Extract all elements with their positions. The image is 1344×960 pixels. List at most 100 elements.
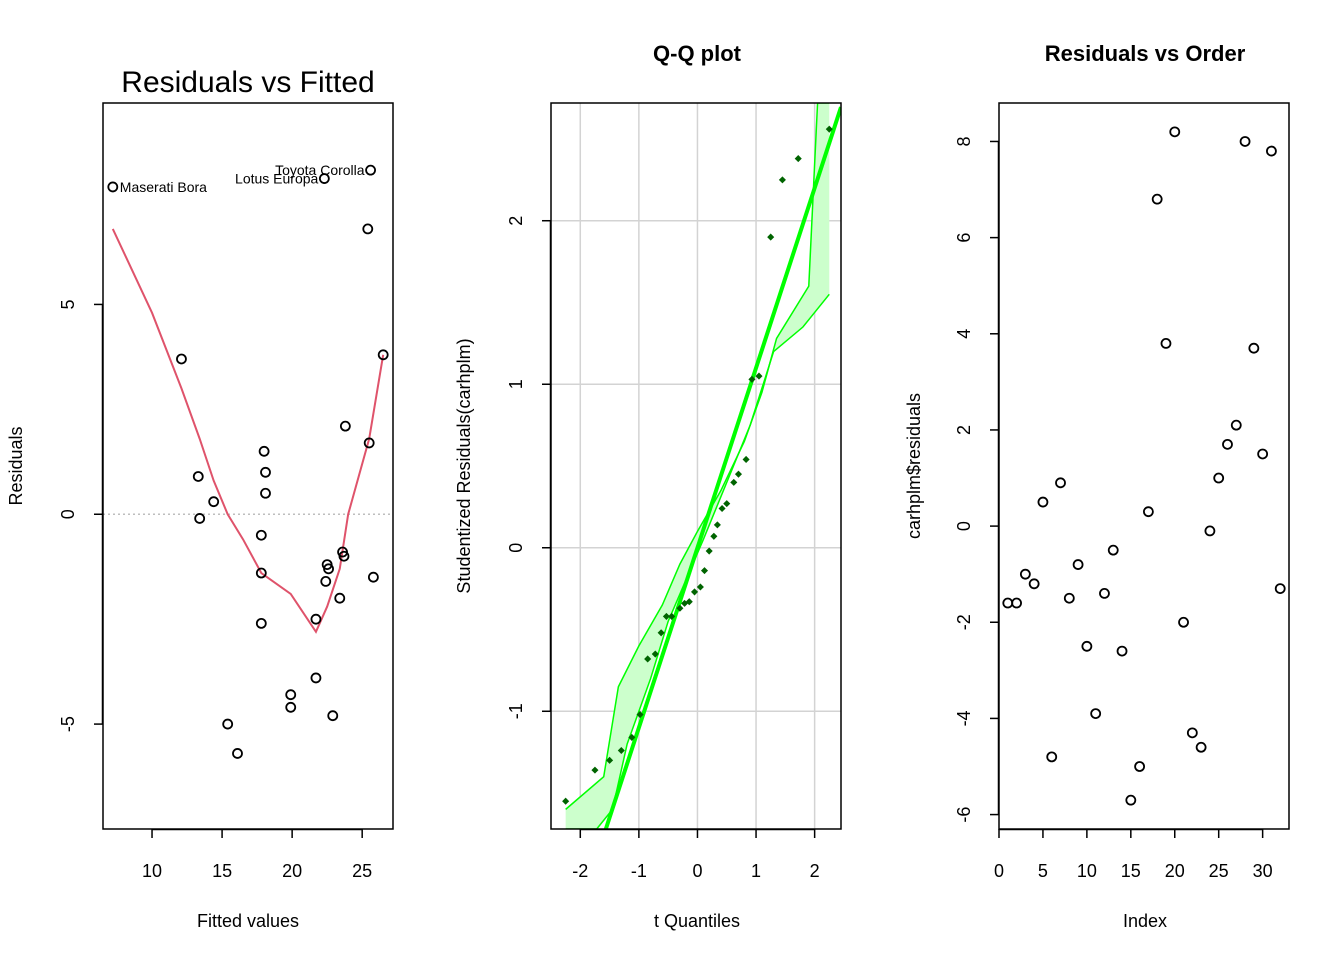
data-point bbox=[705, 547, 713, 555]
panel1-y-axis-label: Residuals bbox=[6, 426, 26, 505]
data-point bbox=[700, 567, 709, 575]
data-point bbox=[710, 532, 718, 540]
data-point bbox=[285, 701, 297, 713]
data-point bbox=[310, 672, 322, 684]
y-tick-label: 2 bbox=[954, 425, 974, 435]
data-point bbox=[778, 176, 786, 184]
y-tick-label: 1 bbox=[506, 379, 526, 389]
data-point bbox=[323, 563, 334, 575]
data-point bbox=[1011, 597, 1022, 609]
data-point bbox=[730, 478, 738, 486]
data-point bbox=[365, 164, 376, 176]
data-point bbox=[1099, 588, 1110, 599]
data-point bbox=[690, 588, 699, 596]
data-point bbox=[192, 471, 204, 482]
x-tick-label: 0 bbox=[994, 861, 1004, 881]
data-point bbox=[1134, 761, 1146, 772]
y-tick-label: 6 bbox=[954, 233, 974, 243]
residuals-vs-order-panel: Residuals vs Order Index carhplm$residua… bbox=[904, 41, 1290, 931]
data-point bbox=[255, 617, 267, 629]
data-point bbox=[734, 470, 743, 478]
x-tick-label: 15 bbox=[1121, 861, 1141, 881]
data-point bbox=[662, 612, 670, 620]
panel3-y-axis-label: carhplm$residuals bbox=[904, 393, 924, 539]
panel1-x-axis-label: Fitted values bbox=[197, 911, 299, 931]
data-point bbox=[748, 375, 756, 383]
data-point bbox=[1222, 438, 1233, 450]
y-tick-label: 4 bbox=[954, 329, 974, 339]
data-point bbox=[285, 689, 297, 701]
data-point bbox=[310, 613, 322, 625]
data-point bbox=[1178, 616, 1189, 628]
y-tick-label: -4 bbox=[954, 710, 974, 726]
x-tick-label: -1 bbox=[631, 861, 647, 881]
data-point bbox=[644, 655, 652, 663]
y-tick-label: -1 bbox=[506, 703, 526, 719]
x-tick-label: 30 bbox=[1253, 861, 1273, 881]
data-point bbox=[255, 529, 267, 541]
data-point bbox=[1274, 583, 1286, 595]
qq-plot-panel: Q-Q plot t Quantiles Studentized Residua… bbox=[454, 41, 842, 931]
x-tick-label: 2 bbox=[810, 861, 820, 881]
data-point bbox=[1090, 708, 1102, 720]
data-point bbox=[176, 353, 187, 365]
point-label: Toyota Corolla bbox=[275, 162, 365, 178]
plot-area bbox=[551, 103, 841, 829]
data-point bbox=[657, 629, 665, 637]
x-tick-label: 25 bbox=[1209, 861, 1229, 881]
data-point bbox=[1169, 126, 1181, 138]
x-tick-label: 15 bbox=[212, 861, 232, 881]
data-point bbox=[1204, 525, 1216, 537]
y-tick-label: 8 bbox=[954, 136, 974, 146]
point-label: Maserati Bora bbox=[120, 179, 207, 195]
data-point bbox=[676, 604, 684, 612]
y-tick-label: -2 bbox=[954, 614, 974, 630]
data-point bbox=[1195, 741, 1207, 753]
data-point bbox=[258, 445, 270, 457]
y-tick-label: 0 bbox=[58, 509, 78, 519]
data-point bbox=[107, 181, 119, 193]
data-point bbox=[1037, 496, 1049, 508]
panel2-x-axis-label: t Quantiles bbox=[654, 911, 740, 931]
data-point bbox=[318, 173, 330, 184]
data-point bbox=[718, 504, 726, 513]
data-point bbox=[1186, 727, 1198, 739]
data-point bbox=[338, 550, 350, 562]
x-tick-label: 1 bbox=[751, 861, 761, 881]
data-point bbox=[794, 155, 802, 163]
data-point bbox=[363, 437, 375, 449]
data-point bbox=[1063, 592, 1075, 604]
data-point bbox=[723, 500, 731, 508]
data-point bbox=[194, 513, 206, 524]
data-point bbox=[651, 650, 659, 658]
y-tick-label: 2 bbox=[506, 216, 526, 226]
data-point bbox=[362, 223, 374, 235]
plot-area bbox=[1002, 126, 1286, 806]
data-point bbox=[320, 576, 332, 587]
y-tick-label: 0 bbox=[954, 521, 974, 531]
data-point bbox=[1248, 342, 1260, 354]
data-point bbox=[617, 746, 625, 755]
data-point bbox=[1019, 568, 1031, 580]
data-point bbox=[713, 521, 721, 529]
panel2-title: Q-Q plot bbox=[653, 41, 742, 66]
data-point bbox=[1116, 645, 1128, 657]
x-tick-label: 10 bbox=[1077, 861, 1097, 881]
data-point bbox=[339, 420, 351, 432]
data-point bbox=[1142, 506, 1154, 518]
point-label: Lotus Europa bbox=[235, 171, 318, 187]
data-point bbox=[1046, 751, 1058, 763]
data-point bbox=[1125, 794, 1137, 806]
data-point bbox=[628, 733, 636, 741]
data-point bbox=[377, 349, 389, 361]
y-tick-label: -6 bbox=[954, 807, 974, 823]
data-point bbox=[742, 455, 750, 463]
x-tick-label: 20 bbox=[1165, 861, 1185, 881]
data-point bbox=[1072, 559, 1084, 570]
x-tick-label: 0 bbox=[692, 861, 702, 881]
x-tick-label: 5 bbox=[1038, 861, 1048, 881]
data-point bbox=[367, 571, 379, 583]
plot-area bbox=[103, 164, 393, 759]
data-point bbox=[1081, 640, 1093, 652]
data-point bbox=[696, 583, 704, 591]
